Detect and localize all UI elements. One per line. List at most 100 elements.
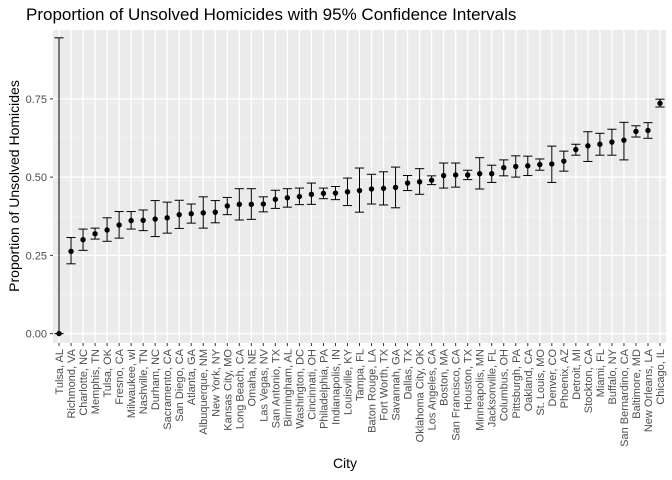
data-point [308, 191, 315, 198]
data-point [537, 161, 543, 168]
data-point [525, 163, 531, 169]
x-tick-label: Richmond, VA [66, 348, 78, 418]
data-point [272, 196, 279, 203]
data-point [392, 184, 399, 191]
x-tick-label: Philadelphia, PA [318, 348, 330, 429]
x-axis: Tulsa, AL Richmond, VA Charlotte, NC Memphi… [54, 343, 667, 447]
x-tick-label: Tulsa, AL [54, 349, 66, 394]
y-tick-label: 0.25 [26, 250, 47, 262]
x-tick-label: Fresno, CA [114, 348, 126, 404]
x-tick-label: San Diego, CA [174, 348, 186, 421]
data-point [609, 139, 615, 145]
data-point [104, 227, 110, 233]
x-tick-label: Oklahoma City, OK [415, 348, 427, 442]
data-point [645, 127, 651, 134]
x-tick-label: Indianapolis, IN [330, 349, 342, 425]
x-tick-label: Phoenix, AZ [559, 349, 571, 409]
x-tick-label: Boston, MA [439, 348, 451, 406]
x-tick-label: Charlotte, NC [78, 349, 90, 416]
data-point [128, 217, 134, 224]
data-point [416, 179, 423, 185]
data-point [188, 211, 194, 217]
x-tick-label: Long Beach, CA [234, 348, 246, 429]
x-tick-label: Detroit, MI [571, 349, 583, 400]
y-axis-label: Proportion of Unsolved Homicides [6, 80, 22, 292]
x-tick-label: San Antonio, TX [270, 348, 282, 428]
data-point [332, 190, 339, 196]
x-tick-label: San Francisco, CA [451, 348, 463, 440]
x-axis-label: City [332, 455, 358, 471]
data-point [116, 222, 122, 228]
x-tick-label: Oakland, CA [523, 348, 535, 411]
x-tick-label: Miami, FL [595, 349, 607, 397]
data-point [356, 187, 363, 194]
x-tick-label: Durham, NC [150, 349, 162, 410]
x-tick-label: Cincinnati, OH [306, 349, 318, 420]
data-point [368, 186, 375, 192]
x-tick-label: St. Louis, MO [535, 349, 547, 416]
x-tick-label: Sacramento, CA [162, 348, 174, 429]
data-point [140, 217, 146, 224]
x-tick-label: Tulsa, OK [102, 348, 114, 397]
data-point [452, 172, 459, 178]
x-tick-label: Fort Worth, TX [379, 348, 391, 420]
y-tick-label: 0.00 [26, 329, 47, 341]
x-tick-label: Baton Rouge, LA [367, 348, 379, 432]
x-tick-label: Pittsburgh, PA [511, 348, 523, 418]
data-point [212, 209, 218, 215]
x-tick-label: Tampa, FL [355, 349, 367, 401]
data-point [549, 161, 555, 167]
data-point [573, 146, 579, 153]
chart-title: Proportion of Unsolved Homicides with 95… [26, 5, 517, 24]
y-tick-label: 0.50 [26, 172, 47, 184]
x-tick-label: Houston, TX [463, 348, 475, 410]
x-tick-label: Birmingham, AL [282, 349, 294, 427]
data-point [92, 231, 98, 237]
x-tick-label: Louisville, KY [342, 348, 354, 415]
data-point [260, 201, 267, 207]
x-tick-label: Washington, DC [294, 349, 306, 429]
data-point [440, 172, 447, 179]
data-point [152, 216, 158, 222]
data-point [476, 170, 483, 177]
data-point [296, 193, 303, 200]
data-point [501, 165, 507, 171]
x-tick-label: Nashville, TN [138, 349, 150, 414]
data-point [561, 158, 567, 164]
data-point [320, 190, 327, 197]
data-point [56, 330, 62, 337]
x-tick-label: Chicago, IL [655, 349, 667, 405]
data-point [428, 177, 435, 183]
data-point [633, 128, 639, 135]
x-tick-label: Denver, CO [547, 349, 559, 407]
x-tick-label: Columbus, OH [499, 349, 511, 421]
data-point [164, 215, 170, 221]
x-tick-label: Las Vegas, NV [258, 348, 270, 421]
data-point [200, 210, 206, 216]
data-point [621, 137, 627, 143]
data-point [236, 201, 243, 208]
x-tick-label: Dallas, TX [403, 348, 415, 399]
y-tick-label: 0.75 [26, 94, 47, 106]
x-tick-label: Buffalo, NY [607, 348, 619, 404]
x-tick-label: New York, NY [210, 348, 222, 417]
x-tick-label: Jacksonville, FL [487, 349, 499, 427]
data-points [56, 100, 663, 337]
data-point [344, 189, 351, 195]
data-point [68, 248, 74, 254]
x-tick-label: Savannah, GA [391, 348, 403, 420]
data-point [284, 195, 291, 201]
data-point [489, 170, 495, 177]
x-tick-label: Milwaukee, wI [126, 349, 138, 418]
x-tick-label: Atlanta, GA [186, 348, 198, 405]
data-point [585, 143, 591, 149]
y-axis: 0.00 0.25 0.50 0.75 [26, 94, 53, 341]
data-point [657, 100, 663, 106]
data-point [176, 211, 182, 218]
x-tick-label: Albuquerque, NM [198, 349, 210, 435]
data-point [597, 141, 603, 147]
data-point [80, 237, 86, 243]
x-tick-label: New Orleans, LA [643, 348, 655, 432]
x-tick-label: San Bernardino, CA [619, 348, 631, 446]
